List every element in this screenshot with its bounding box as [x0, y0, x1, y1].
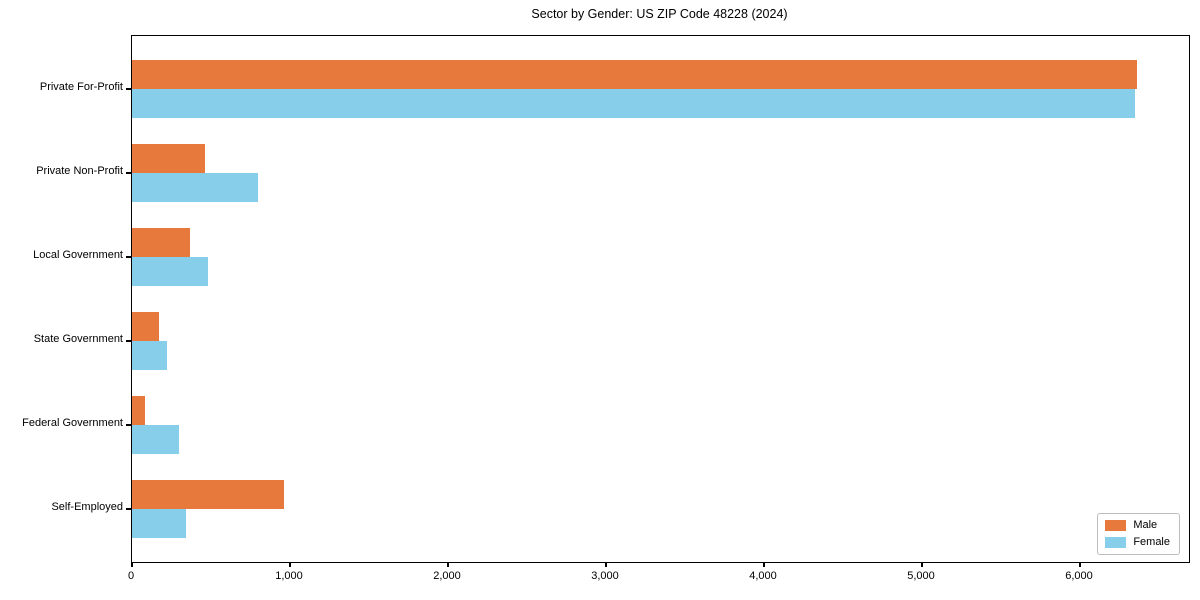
y-axis-tick: [126, 256, 131, 258]
x-axis-tick: [921, 562, 923, 567]
y-axis-tick: [126, 340, 131, 342]
x-axis-tick: [447, 562, 449, 567]
bar-female-private-for-profit: [132, 89, 1136, 118]
legend-swatch-female: [1105, 536, 1127, 548]
bar-male-self-employed: [132, 480, 284, 509]
y-tick-label-self-employed: Self-Employed: [51, 501, 123, 513]
x-axis-tick: [1079, 562, 1081, 567]
y-axis-tick: [126, 172, 131, 174]
bar-male-state-government: [132, 312, 159, 341]
y-tick-label-private-for-profit: Private For-Profit: [39, 81, 123, 93]
bar-male-federal-government: [132, 396, 145, 425]
x-tick-label-6-000: 6,000: [1065, 570, 1093, 582]
x-tick-label-3-000: 3,000: [591, 570, 619, 582]
x-axis-tick: [605, 562, 607, 567]
plot-area: Male Female: [126, 35, 1190, 567]
bar-female-federal-government: [132, 425, 180, 454]
bar-female-self-employed: [132, 509, 186, 538]
x-tick-label-0: 0: [127, 570, 135, 582]
legend-item-male: Male: [1105, 519, 1170, 531]
x-axis-tick: [763, 562, 765, 567]
legend-label-female: Female: [1133, 536, 1170, 548]
y-tick-label-local-government: Local Government: [33, 249, 123, 261]
chart-title: Sector by Gender: US ZIP Code 48228 (202…: [531, 7, 788, 21]
legend-label-male: Male: [1133, 519, 1158, 531]
y-axis-tick: [126, 88, 131, 90]
x-axis-tick: [289, 562, 291, 567]
legend: Male Female: [1097, 513, 1180, 555]
bar-male-private-for-profit: [132, 60, 1137, 89]
x-tick-label-2-000: 2,000: [433, 570, 461, 582]
x-tick-label-1-000: 1,000: [275, 570, 303, 582]
legend-item-female: Female: [1105, 536, 1170, 548]
x-axis-tick: [131, 562, 133, 567]
bar-male-local-government: [132, 228, 191, 257]
bar-female-local-government: [132, 257, 208, 286]
bar-female-private-non-profit: [132, 173, 259, 202]
bar-male-private-non-profit: [132, 144, 205, 173]
x-tick-label-5-000: 5,000: [907, 570, 935, 582]
y-axis-tick: [126, 508, 131, 510]
legend-swatch-male: [1105, 519, 1127, 531]
x-tick-label-4-000: 4,000: [749, 570, 777, 582]
y-tick-label-state-government: State Government: [33, 333, 123, 345]
y-tick-label-private-non-profit: Private Non-Profit: [36, 165, 123, 177]
bar-female-state-government: [132, 341, 167, 370]
y-tick-label-federal-government: Federal Government: [22, 417, 123, 429]
y-axis-tick: [126, 424, 131, 426]
